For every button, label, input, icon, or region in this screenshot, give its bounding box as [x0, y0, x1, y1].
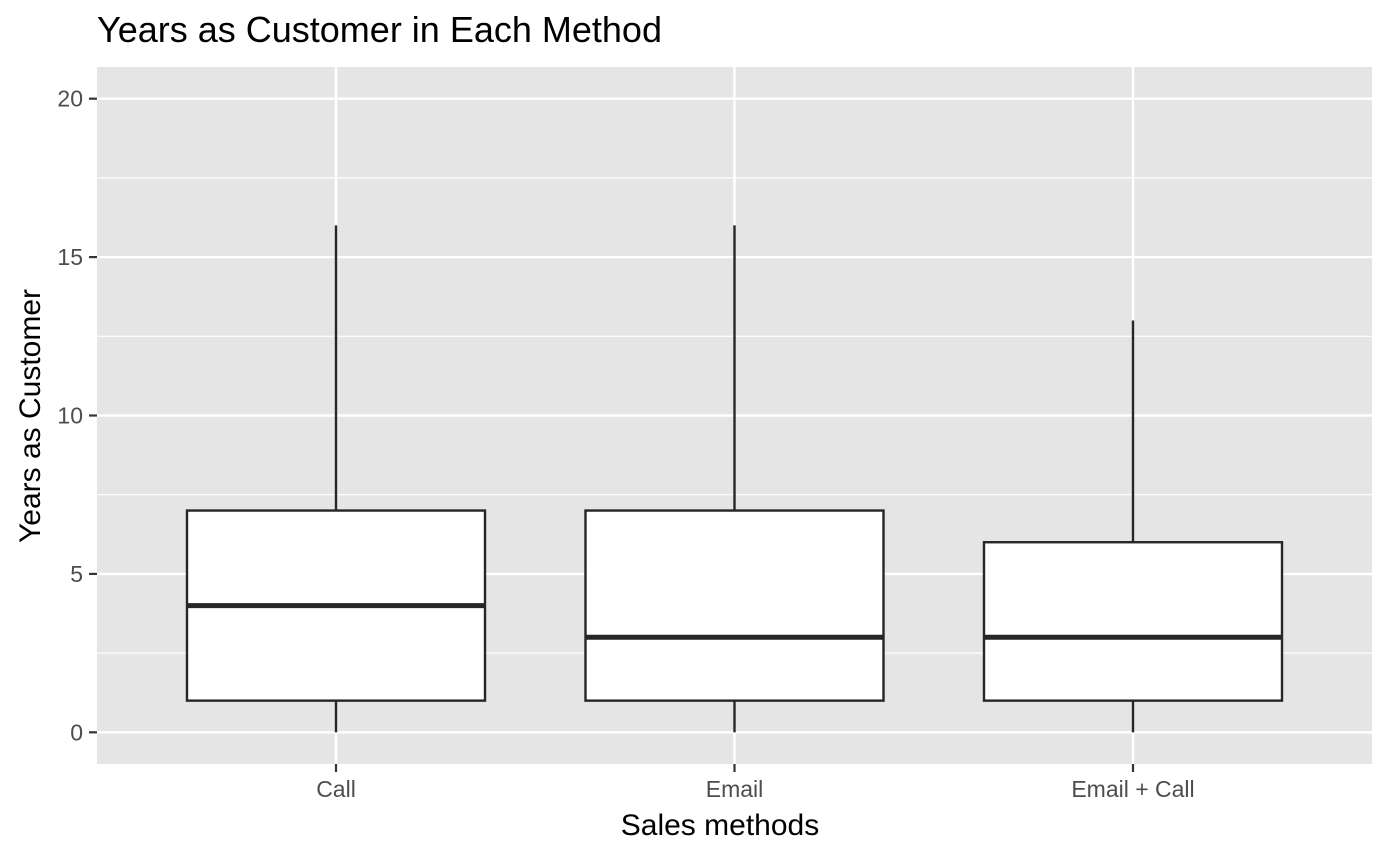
x-tick-label: Email + Call	[1071, 776, 1194, 802]
box-series	[185, 225, 1284, 733]
box-group	[185, 225, 487, 733]
iqr-box	[982, 541, 1284, 702]
y-tick-label: 0	[70, 719, 83, 745]
y-axis: 0 5 10 15 20	[57, 86, 97, 745]
y-tick-label: 15	[57, 244, 83, 270]
y-tick-label: 20	[57, 86, 83, 112]
x-tick-label: Call	[316, 776, 356, 802]
box-group	[584, 225, 885, 733]
y-tick-label: 10	[57, 403, 83, 429]
iqr-box	[584, 509, 885, 702]
y-axis-title: Years as Customer	[14, 289, 47, 543]
x-tick-label: Email	[706, 776, 764, 802]
chart-title: Years as Customer in Each Method	[97, 9, 662, 50]
box-group	[982, 320, 1284, 733]
x-axis: Call Email Email + Call	[316, 764, 1195, 802]
x-axis-title: Sales methods	[621, 809, 819, 842]
y-tick-label: 5	[70, 561, 83, 587]
